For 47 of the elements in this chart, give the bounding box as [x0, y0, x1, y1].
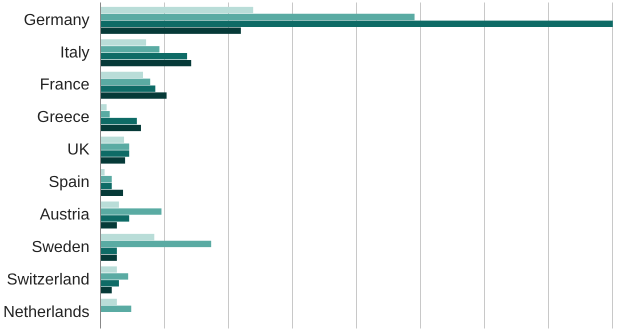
bar	[100, 190, 124, 196]
bar	[100, 248, 117, 254]
bar	[100, 150, 130, 157]
bar	[100, 85, 156, 92]
bar	[100, 136, 124, 143]
bar	[100, 215, 130, 222]
bar	[100, 60, 192, 66]
bar	[100, 176, 112, 182]
y-tick-label: Austria	[40, 206, 90, 224]
bar	[100, 53, 188, 60]
bar	[100, 298, 117, 306]
bar	[100, 280, 119, 286]
bar	[100, 78, 150, 85]
bar	[100, 208, 162, 215]
bar	[100, 266, 117, 273]
bar	[100, 222, 117, 228]
y-tick-label: Germany	[24, 12, 90, 29]
y-tick-label: UK	[67, 142, 90, 159]
bar	[100, 92, 167, 99]
bar	[100, 182, 112, 190]
y-tick-label: Sweden	[32, 238, 90, 256]
bar	[100, 118, 137, 124]
bar	[100, 306, 132, 312]
bar	[100, 287, 112, 294]
y-tick-label: France	[40, 76, 90, 94]
bar	[100, 124, 141, 132]
y-tick-label: Spain	[48, 174, 90, 192]
bar	[100, 234, 154, 240]
bar	[100, 28, 241, 34]
bar	[100, 14, 415, 20]
bar	[100, 104, 107, 110]
y-tick-label: Greece	[37, 109, 90, 126]
y-tick-label: Netherlands	[3, 304, 90, 321]
bar	[100, 254, 117, 261]
bar	[100, 201, 119, 208]
y-tick-label: Switzerland	[6, 271, 90, 288]
bar	[100, 39, 146, 46]
bar	[100, 46, 160, 53]
y-tick-label: Italy	[60, 44, 90, 62]
bar	[100, 111, 110, 118]
bar	[100, 20, 613, 27]
bar	[100, 6, 254, 14]
bar	[100, 240, 212, 248]
bar	[100, 143, 130, 150]
bar	[100, 273, 128, 280]
bar	[100, 72, 144, 78]
bar	[100, 157, 126, 164]
